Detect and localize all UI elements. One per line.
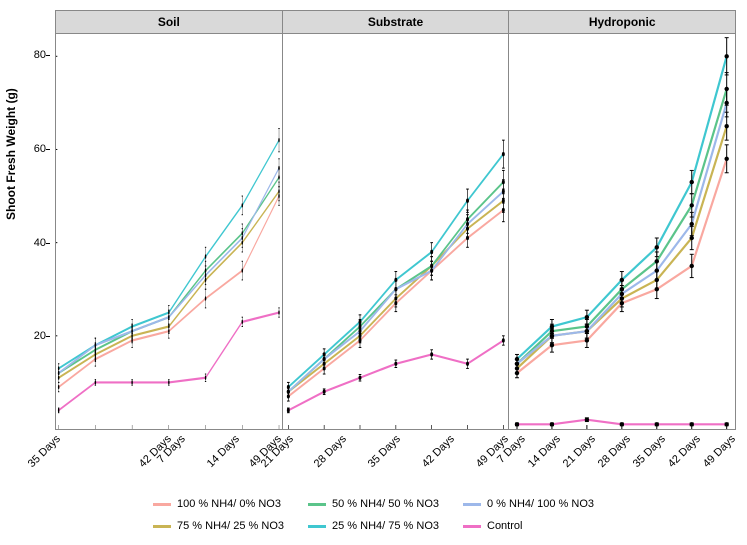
data-point: [655, 238, 659, 257]
data-point: [205, 266, 206, 285]
data-point: [502, 140, 505, 168]
data-point: [205, 289, 206, 308]
series-line: [59, 191, 279, 377]
panel: Soil7 Days14 Days21 Days28 Days35 Days42…: [55, 10, 283, 430]
data-point: [242, 317, 243, 326]
data-point: [278, 129, 279, 152]
data-point: [168, 380, 169, 386]
series-line: [517, 56, 727, 359]
y-axis-ticks: 20 40 60 80: [0, 32, 50, 430]
legend-label: 0 % NH4/ 100 % NO3: [487, 498, 594, 510]
x-tick-label: 14 Days: [525, 433, 562, 470]
data-point: [725, 38, 729, 75]
legend-swatch: [308, 503, 326, 506]
data-point: [466, 359, 469, 368]
x-tick-label: 21 Days: [560, 433, 597, 470]
legend-label: 75 % NH4/ 25 % NO3: [177, 520, 284, 532]
data-point: [95, 380, 96, 386]
legend: 100 % NH4/ 0% NO3 50 % NH4/ 50 % NO3 0 % N…: [0, 495, 747, 535]
panel-title: Soil: [56, 11, 282, 34]
data-point: [466, 189, 469, 212]
legend-item: Control: [463, 517, 594, 535]
x-tick-label: 28 Days: [312, 433, 349, 470]
panel: Hydroponic7 Days14 Days21 Days28 Days35 …: [508, 10, 736, 430]
data-point: [430, 350, 433, 359]
x-tick-label: 28 Days: [595, 433, 632, 470]
x-tick-label: 42 Days: [665, 433, 702, 470]
x-tick-label: 35 Days: [26, 433, 63, 470]
data-point: [394, 360, 397, 367]
data-point: [205, 247, 206, 266]
data-point: [242, 196, 243, 215]
data-point: [58, 408, 59, 413]
legend-item: 50 % NH4/ 50 % NO3: [308, 495, 439, 513]
data-point: [131, 380, 132, 386]
legend-item: 0 % NH4/ 100 % NO3: [463, 495, 594, 513]
legend-item: 100 % NH4/ 0% NO3: [153, 495, 284, 513]
series-line: [288, 154, 503, 387]
legend-swatch: [153, 525, 171, 528]
data-point: [322, 389, 325, 395]
legend-label: 25 % NH4/ 75 % NO3: [332, 520, 439, 532]
y-tick-label: 60: [34, 143, 46, 155]
series-line: [288, 340, 503, 410]
legend-label: Control: [487, 520, 522, 532]
legend-label: 50 % NH4/ 50 % NO3: [332, 498, 439, 510]
series-line: [517, 126, 727, 368]
legend-item: 25 % NH4/ 75 % NO3: [308, 517, 439, 535]
data-point: [585, 417, 589, 421]
x-tick-label: 14 Days: [205, 433, 242, 470]
plot-area: 7 Days14 Days21 Days28 Days35 Days42 Day…: [56, 33, 282, 429]
plot-area: 7 Days14 Days21 Days28 Days35 Days42 Day…: [509, 33, 735, 429]
data-point: [725, 145, 729, 173]
panel-row: Soil7 Days14 Days21 Days28 Days35 Days42…: [55, 10, 735, 430]
x-tick-label: 42 Days: [420, 433, 457, 470]
y-tick-label: 40: [34, 237, 46, 249]
series-line: [517, 103, 727, 364]
plot-area: 7 Days14 Days21 Days28 Days35 Days42 Day…: [283, 33, 509, 429]
legend-swatch: [153, 503, 171, 506]
x-tick-label: 49 Days: [700, 433, 737, 470]
legend-item: 75 % NH4/ 25 % NO3: [153, 517, 284, 535]
legend-swatch: [308, 525, 326, 528]
panel-title: Substrate: [283, 11, 509, 34]
panel-title: Hydroponic: [509, 11, 735, 34]
x-tick-label: 35 Days: [366, 433, 403, 470]
data-point: [242, 261, 243, 280]
figure: Shoot Fresh Weight (g) 20406080 Soil7 Da…: [0, 0, 747, 545]
y-tick-label: 20: [34, 330, 46, 342]
data-point: [502, 336, 505, 345]
legend-grid: 100 % NH4/ 0% NO3 50 % NH4/ 50 % NO3 0 % N…: [153, 495, 594, 535]
data-point: [430, 243, 433, 262]
data-point: [585, 310, 589, 324]
legend-swatch: [463, 503, 481, 506]
data-point: [358, 374, 361, 381]
data-point: [278, 308, 279, 317]
legend-swatch: [463, 525, 481, 528]
data-point: [278, 159, 279, 178]
legend-label: 100 % NH4/ 0% NO3: [177, 498, 281, 510]
panel: Substrate7 Days14 Days21 Days28 Days35 D…: [282, 10, 510, 430]
x-tick-label: 35 Days: [630, 433, 667, 470]
series-line: [59, 177, 279, 373]
y-tick-label: 80: [34, 49, 46, 61]
data-point: [58, 382, 59, 391]
series-line: [59, 196, 279, 387]
data-point: [205, 374, 206, 381]
